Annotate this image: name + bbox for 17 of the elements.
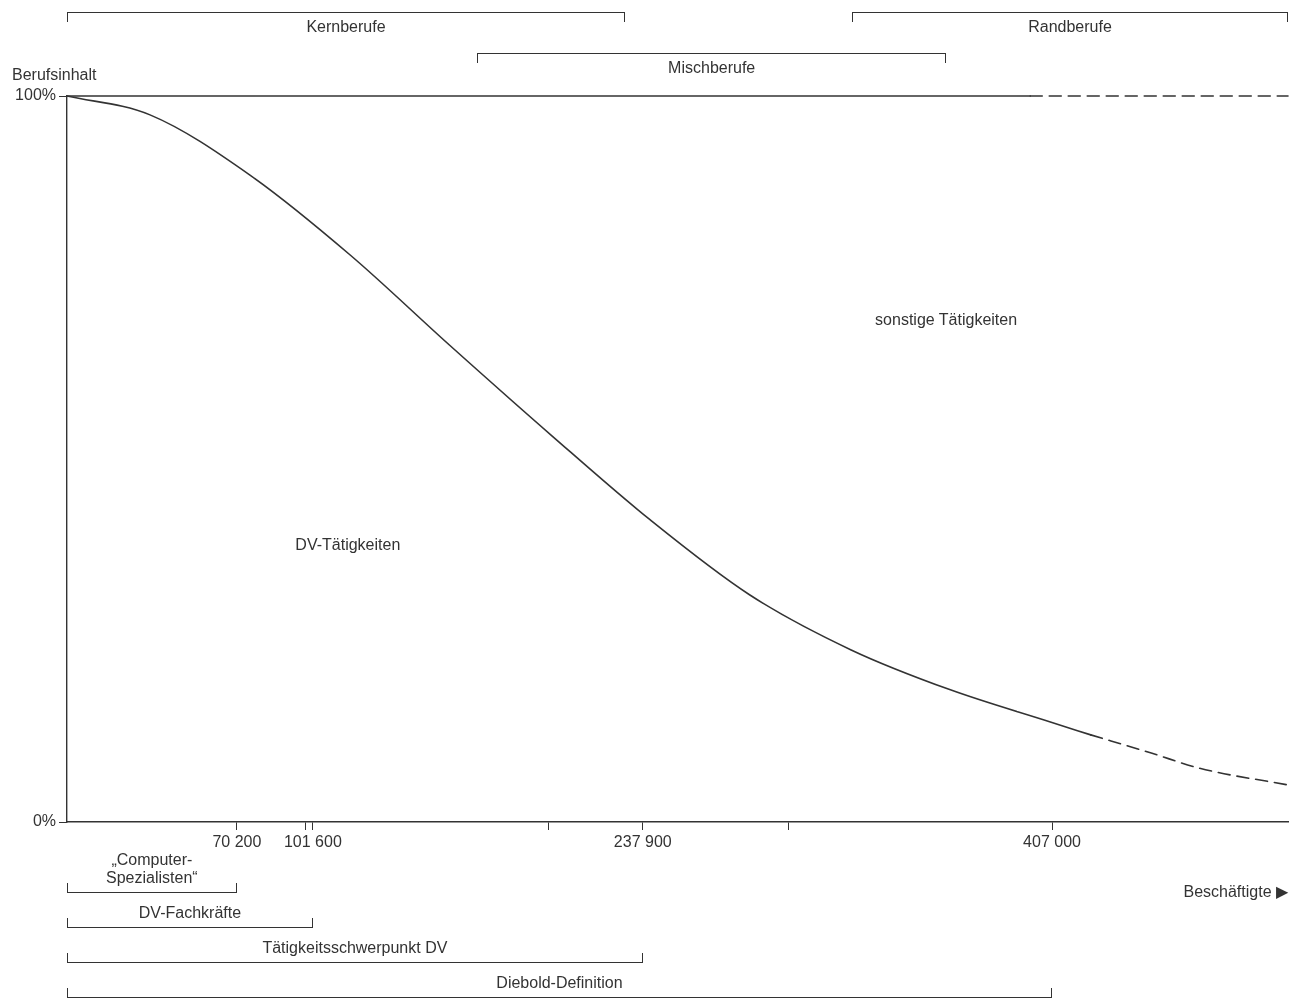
- annotation: sonstige Tätigkeiten: [874, 311, 1019, 330]
- y-tick-label: 100%: [15, 86, 56, 104]
- y-tick-label: 0%: [32, 812, 56, 830]
- x-tick-label: 407 000: [1023, 833, 1082, 851]
- x-axis-title: Beschäftigte ▶: [1183, 883, 1289, 900]
- y-axis-title: Berufsinhalt: [12, 66, 98, 83]
- text: Kernberufe: [305, 18, 387, 36]
- x-tick-label: 237 900: [613, 833, 672, 851]
- x-tick-label: 101 600: [283, 833, 342, 851]
- text: Mischberufe: [667, 59, 757, 77]
- text: Tätigkeitsschwerpunkt DV: [261, 939, 449, 957]
- x-tick-label: 70 200: [212, 833, 262, 851]
- annotation: DV-Tätigkeiten: [294, 536, 402, 555]
- text: „Computer-Spezialisten“: [105, 851, 199, 887]
- text: DV-Fachkräfte: [137, 904, 243, 922]
- text: Randberufe: [1027, 18, 1113, 36]
- text: Diebold-Definition: [495, 974, 624, 992]
